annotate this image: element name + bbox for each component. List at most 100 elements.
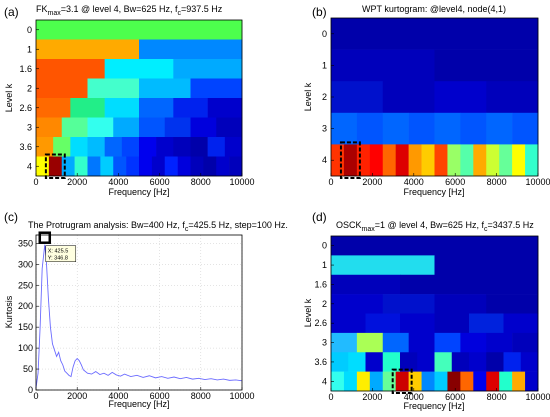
heatmap-cell — [512, 112, 539, 145]
panel-b-yticks: 0 1 2 3 4 — [322, 29, 334, 165]
heatmap-cell — [382, 294, 435, 314]
highlight-box — [339, 141, 361, 179]
heatmap-cell — [151, 156, 166, 177]
panel-b-label: (b) — [312, 5, 327, 19]
heatmap-cell — [190, 78, 243, 99]
panel-d-xticks: 0 2000 4000 6000 8000 10000 — [328, 388, 550, 402]
heatmap-cell — [365, 352, 384, 372]
datatip-y: Y: 346.8 — [48, 256, 68, 262]
heatmap-cell — [525, 371, 539, 392]
panel-b-xticks: 0 2000 4000 6000 8000 10000 — [328, 173, 550, 187]
panel-c-title-end: =425.5 Hz, step=100 Hz. — [188, 220, 288, 230]
y-tick-label: 2 — [27, 83, 32, 93]
panel-b-cells — [331, 18, 539, 177]
x-tick-label: 2000 — [67, 391, 87, 401]
heatmap-cell — [369, 371, 384, 392]
y-tick-label: 250 — [18, 280, 33, 290]
heatmap-cell — [36, 39, 140, 60]
heatmap-cell — [224, 137, 243, 157]
heatmap-cell — [343, 144, 358, 177]
panel-d-highlight — [391, 368, 413, 395]
heatmap-cell — [469, 313, 504, 334]
x-tick-label: 4000 — [404, 177, 424, 187]
heatmap-cell — [434, 294, 487, 314]
heatmap-cell — [36, 117, 63, 138]
y-tick-label: 150 — [18, 322, 33, 332]
panel-a-title-rest: =3.1 @ level 4, Bw=625 Hz, f — [61, 4, 178, 14]
panel-d-title: OSCKmax=1 @ level 4, Bw=625 Hz, fc=3437.… — [336, 220, 534, 233]
heatmap-cell — [525, 144, 539, 177]
heatmap-cell — [70, 98, 105, 118]
heatmap-cell — [126, 156, 140, 177]
heatmap-cell — [486, 371, 500, 392]
panel-c-yticks: 0 50 100 150 200 250 300 350 — [18, 238, 39, 395]
panel-c-series-line — [35, 244, 243, 388]
heatmap-cell — [434, 371, 448, 392]
heatmap-cell — [87, 117, 114, 138]
heatmap-cell — [486, 112, 513, 145]
heatmap-cell — [499, 371, 513, 392]
heatmap-cell — [469, 274, 539, 295]
heatmap-cell — [382, 112, 409, 145]
heatmap-cell — [434, 352, 453, 372]
x-tick-label: 2000 — [67, 177, 87, 187]
heatmap-cell — [36, 137, 54, 157]
panel-b: (b) WPT kurtogram: @level4, node(4,1) 0 2… — [303, 4, 550, 197]
heatmap-cell — [460, 112, 487, 145]
heatmap-cell — [434, 255, 539, 276]
panel-a-xticks: 0 2000 4000 6000 8000 10000 — [33, 173, 255, 187]
heatmap-cell — [486, 144, 500, 177]
heatmap-cell — [331, 274, 401, 295]
heatmap-cell — [113, 117, 140, 138]
heatmap-cell — [216, 117, 243, 138]
datatip-x: X: 425.5 — [48, 249, 69, 255]
y-tick-label: 3 — [27, 122, 32, 132]
heatmap-cell — [473, 371, 487, 392]
y-tick-label: 0 — [322, 29, 327, 39]
panel-d-yticks: 0 1 1.6 2 2.6 3 3.6 4 — [314, 241, 334, 386]
panel-c: (c) The Protrugram analysis: Bw=400 Hz, … — [4, 210, 288, 409]
panel-c-title: The Protrugram analysis: Bw=400 Hz, fc=4… — [28, 220, 288, 233]
heatmap-cell — [400, 313, 435, 334]
panel-d-ylabel: Level k — [303, 298, 313, 327]
highlight-box — [44, 153, 66, 179]
heatmap-cell — [417, 352, 435, 372]
x-tick-label: 6000 — [445, 177, 465, 187]
x-tick-label: 4000 — [108, 177, 128, 187]
heatmap-cell — [139, 39, 243, 60]
heatmap-cell — [447, 371, 461, 392]
heatmap-cell — [365, 313, 401, 334]
heatmap-cell — [434, 313, 470, 334]
panel-a-title-sub: max — [48, 10, 62, 17]
y-tick-label: 100 — [18, 343, 33, 353]
heatmap-cell — [331, 352, 349, 372]
datatip-box — [45, 245, 77, 262]
x-tick-label: 10000 — [229, 391, 254, 401]
x-tick-label: 8000 — [191, 177, 211, 187]
heatmap-cell — [190, 137, 208, 157]
heatmap-cell — [61, 156, 75, 177]
x-tick-label: 4000 — [404, 392, 424, 402]
heatmap-cell — [486, 81, 539, 114]
heatmap-cell — [190, 156, 204, 177]
y-tick-label: 3 — [322, 124, 327, 134]
heatmap-cell — [139, 78, 191, 99]
heatmap-cell — [331, 236, 539, 256]
heatmap-cell — [356, 112, 384, 145]
heatmap-cell — [382, 352, 401, 372]
heatmap-cell — [87, 156, 101, 177]
heatmap-cell — [382, 371, 396, 392]
heatmap-cell — [87, 137, 105, 157]
panel-d-label: (d) — [312, 210, 327, 224]
panel-c-xticks: 0 2000 4000 6000 8000 10000 — [33, 387, 255, 401]
heatmap-cell — [70, 137, 88, 157]
panel-d-title-main: OSCK — [336, 220, 362, 230]
heatmap-cell — [331, 371, 345, 392]
panel-b-highlight — [339, 141, 361, 179]
heatmap-cell — [503, 313, 539, 334]
heatmap-cell — [356, 371, 371, 392]
x-tick-label: 10000 — [525, 177, 550, 187]
heatmap-cell — [434, 81, 487, 114]
heatmap-cell — [61, 117, 88, 138]
heatmap-cell — [190, 117, 217, 138]
